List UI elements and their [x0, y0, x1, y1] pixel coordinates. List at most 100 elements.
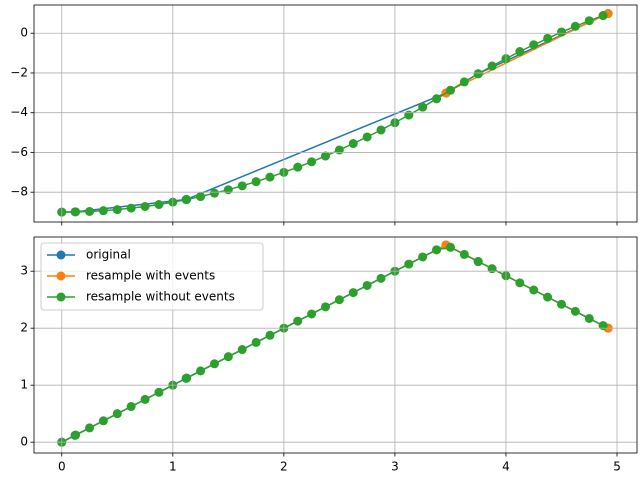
marker	[543, 292, 553, 302]
y-tick-label: −2	[10, 65, 28, 79]
x-tick-label: 1	[169, 460, 177, 474]
marker	[126, 203, 136, 213]
marker	[445, 242, 455, 252]
marker	[265, 330, 275, 340]
x-tick-label: 2	[280, 460, 288, 474]
marker	[293, 162, 303, 172]
marker	[209, 359, 219, 369]
marker	[140, 202, 150, 211]
marker	[584, 313, 594, 323]
y-tick-label: 1	[20, 378, 28, 392]
marker	[556, 27, 566, 37]
marker	[154, 387, 164, 397]
marker	[334, 295, 344, 305]
marker	[237, 345, 247, 355]
marker	[598, 321, 608, 331]
marker	[515, 47, 525, 56]
y-tick-label: −6	[10, 145, 28, 159]
marker	[265, 172, 275, 182]
marker	[237, 181, 247, 191]
marker	[209, 188, 219, 198]
marker	[487, 264, 497, 274]
marker	[307, 309, 317, 319]
marker	[376, 273, 386, 283]
plot-area	[57, 240, 613, 447]
marker	[570, 21, 580, 31]
marker	[584, 16, 594, 26]
y-tick-label: 0	[20, 26, 28, 40]
plot-area	[57, 9, 613, 217]
x-tick-label: 3	[391, 460, 399, 474]
axes-frame	[33, 4, 638, 223]
marker	[112, 205, 122, 215]
marker	[418, 252, 428, 262]
marker	[251, 177, 261, 187]
y-tick-label: 0	[20, 435, 28, 449]
legend-box	[40, 242, 264, 311]
marker	[376, 125, 386, 135]
series-line	[61, 246, 604, 443]
marker	[126, 402, 136, 412]
marker	[182, 195, 192, 205]
marker	[529, 40, 539, 50]
marker	[487, 61, 497, 71]
marker	[321, 151, 331, 161]
marker	[459, 77, 469, 87]
series-line	[61, 14, 604, 213]
x-tick-label: 0	[58, 460, 66, 474]
marker	[251, 337, 261, 347]
legend-label: resample without events	[86, 290, 235, 304]
marker	[432, 94, 442, 104]
marker	[362, 132, 372, 142]
marker	[293, 316, 303, 326]
series-line	[436, 12, 609, 100]
marker	[98, 416, 108, 426]
marker	[404, 110, 414, 120]
y-tick-label: −8	[10, 185, 28, 199]
marker	[154, 200, 164, 210]
marker	[570, 306, 580, 316]
marker	[473, 69, 483, 79]
marker	[334, 145, 344, 155]
marker	[71, 430, 81, 440]
x-tick-label: 5	[613, 460, 621, 474]
marker	[112, 409, 122, 419]
marker	[348, 139, 358, 149]
marker	[71, 207, 81, 217]
marker	[182, 373, 192, 383]
marker	[404, 259, 414, 269]
marker	[223, 185, 233, 195]
marker	[432, 245, 442, 255]
marker	[98, 206, 108, 216]
marker	[418, 102, 428, 112]
marker	[348, 288, 358, 298]
y-tick-label: 2	[20, 321, 28, 335]
marker	[445, 85, 455, 95]
marker	[196, 192, 206, 202]
marker	[515, 278, 525, 288]
marker	[321, 302, 331, 312]
marker	[529, 285, 539, 295]
marker	[473, 257, 483, 267]
marker	[362, 280, 372, 290]
y-tick-label: 3	[20, 264, 28, 278]
legend-marker	[56, 250, 66, 260]
axes-frame	[33, 236, 638, 454]
y-tick-label: −4	[10, 105, 28, 119]
marker	[85, 423, 95, 433]
marker	[140, 394, 150, 404]
marker	[543, 33, 553, 43]
legend-marker	[56, 292, 66, 302]
marker	[223, 352, 233, 362]
marker	[459, 249, 469, 259]
marker	[196, 366, 206, 376]
marker	[307, 157, 317, 167]
marker	[556, 299, 566, 309]
legend-marker	[56, 271, 66, 281]
marker	[598, 11, 608, 21]
legend-label: original	[86, 248, 131, 262]
legend-label: resample with events	[86, 269, 215, 283]
x-tick-label: 4	[502, 460, 510, 474]
marker	[85, 206, 95, 216]
